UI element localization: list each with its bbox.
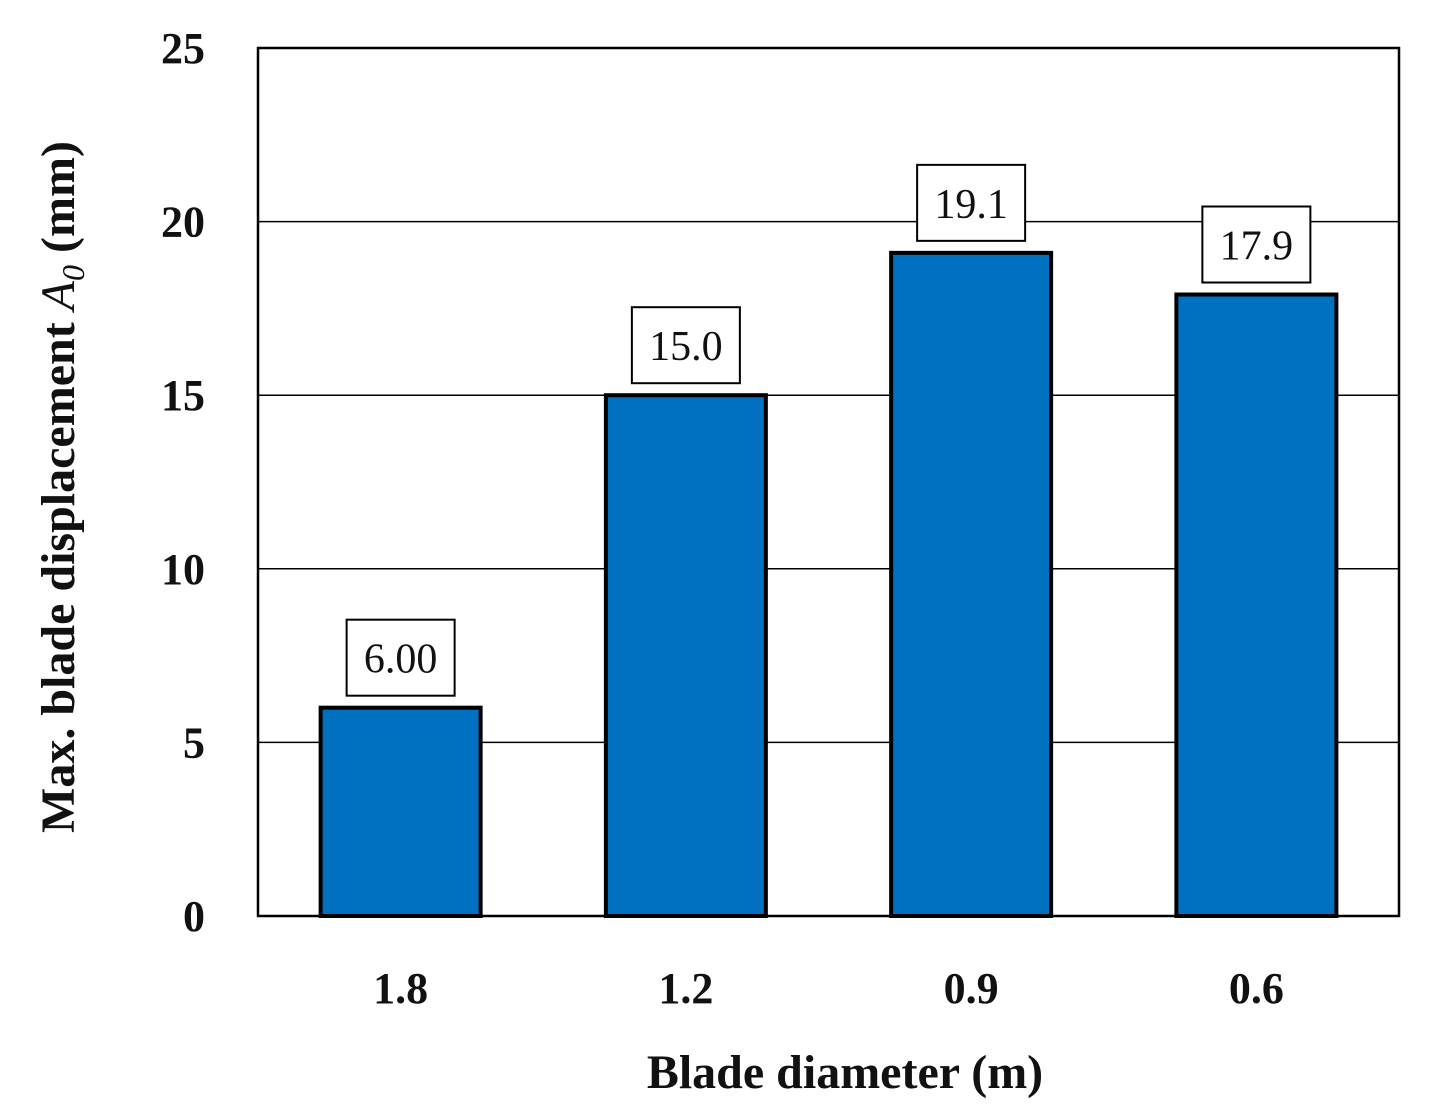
data-label: 6.00 xyxy=(364,637,438,683)
x-tick-label: 1.8 xyxy=(373,964,428,1013)
data-labels: 6.00 15.0 19.1 17.9 xyxy=(345,163,1312,697)
bar xyxy=(318,705,483,918)
data-label: 15.0 xyxy=(649,324,723,370)
data-label: 17.9 xyxy=(1220,224,1294,270)
y-tick-label: 5 xyxy=(183,718,205,767)
axis-ticks: 0 5 10 15 20 25 1.8 1.2 0.9 0.6 xyxy=(161,24,1284,1013)
bars xyxy=(318,250,1339,918)
x-tick-label: 1.2 xyxy=(658,964,713,1013)
y-axis-title-symbol: A xyxy=(32,280,85,313)
y-tick-label: 15 xyxy=(161,371,205,420)
bar xyxy=(1174,292,1339,918)
data-label-box xyxy=(630,306,741,385)
x-tick-label: 0.9 xyxy=(944,964,999,1013)
data-label-box xyxy=(345,618,456,697)
data-label-box xyxy=(1201,205,1312,284)
y-axis-title: Max. blade displacement A0 (mm) xyxy=(32,141,91,833)
bar xyxy=(889,250,1054,918)
y-tick-label: 25 xyxy=(161,24,205,73)
data-label-box xyxy=(916,163,1027,242)
y-tick-label: 0 xyxy=(183,892,205,941)
bar xyxy=(603,393,768,918)
x-tick-label: 0.6 xyxy=(1229,964,1284,1013)
x-axis-title: Blade diameter (m) xyxy=(647,1046,1043,1099)
y-tick-label: 20 xyxy=(161,198,205,247)
y-axis-title-prefix: Max. blade displacement xyxy=(32,310,85,833)
y-axis-title-subscript: 0 xyxy=(55,265,91,281)
y-axis-title-suffix: (mm) xyxy=(32,141,85,265)
data-label: 19.1 xyxy=(934,182,1008,228)
plot-frame xyxy=(256,46,1401,918)
y-tick-label: 10 xyxy=(161,545,205,594)
